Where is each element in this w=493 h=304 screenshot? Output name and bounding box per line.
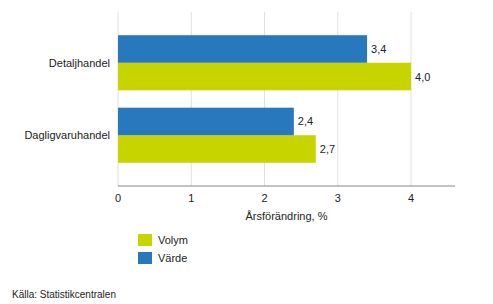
x-tick-label: 3 xyxy=(335,192,341,204)
grid xyxy=(118,12,411,186)
data-labels: 2,7 4,0 2,4 3,4 xyxy=(298,43,431,155)
bar xyxy=(118,35,367,63)
bar xyxy=(118,135,316,163)
x-axis-label: Årsförändring, % xyxy=(246,210,328,222)
legend: Volym Värde xyxy=(138,234,188,264)
y-tick-label: Dagligvaruhandel xyxy=(24,129,110,141)
x-tick-label: 1 xyxy=(188,192,194,204)
data-label: 2,4 xyxy=(298,115,313,127)
y-tick-label: Detaljhandel xyxy=(49,57,110,69)
x-tick-label: 2 xyxy=(261,192,267,204)
chart: 0 1 2 3 4 2,7 4,0 2,4 3,4 Dagligvaruhandel Detaljh… xyxy=(0,0,493,304)
legend-label: Volym xyxy=(158,234,188,246)
x-tick-label: 0 xyxy=(115,192,121,204)
grid-line xyxy=(411,12,412,186)
legend-swatch xyxy=(138,252,152,264)
data-label: 4,0 xyxy=(415,71,430,83)
chart-container: 0 1 2 3 4 2,7 4,0 2,4 3,4 Dagligvaruhandel Detaljh… xyxy=(0,0,493,304)
x-axis-line xyxy=(118,186,455,187)
bar xyxy=(118,63,411,91)
legend-label: Värde xyxy=(158,252,187,264)
bar xyxy=(118,108,294,136)
data-label: 2,7 xyxy=(320,143,335,155)
data-label: 3,4 xyxy=(371,43,386,55)
source-note: Källa: Statistikcentralen xyxy=(12,289,116,300)
legend-swatch xyxy=(138,234,152,246)
bars xyxy=(118,35,411,163)
x-tick-label: 4 xyxy=(408,192,414,204)
